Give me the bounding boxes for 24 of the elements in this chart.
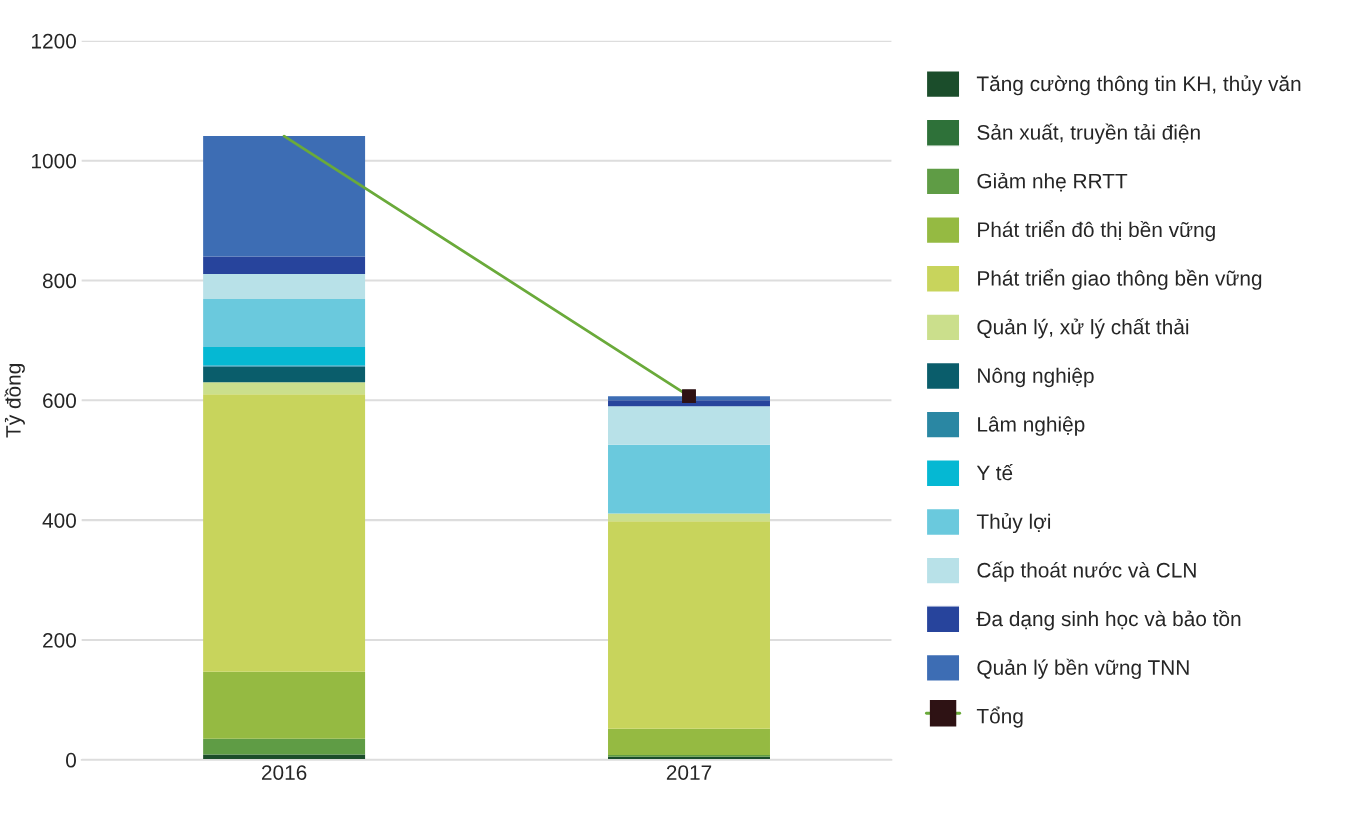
x-tick-label: 2017	[666, 765, 712, 780]
legend-label: Lâm nghiệp	[978, 416, 1085, 436]
legend-label: Sản xuất, truyền tải điện	[977, 123, 1200, 144]
y-tick-label: 1000	[32, 153, 76, 169]
y-tick-label: 0	[66, 752, 76, 768]
legend-label: Quản lý, xử lý chất thải	[977, 318, 1189, 339]
legend-label: Nông nghiệp	[978, 367, 1094, 388]
legend-label: Đa dạng sinh học và bảo tồn	[976, 610, 1241, 631]
legend-label: Quản lý bền vững TNN	[977, 658, 1189, 680]
y-tick-label: 1200	[32, 33, 76, 49]
y-tick-label: 800	[42, 273, 76, 289]
legend-label: Phát triển giao thông bền vững	[978, 268, 1262, 290]
legend-label: Giảm nhẹ RRTT	[977, 172, 1128, 192]
y-axis-title: Tỷ đồng	[4, 364, 25, 438]
legend-label: Y tế	[976, 464, 1013, 481]
legend-label: Tăng cường thông tin KH, thủy văn	[976, 75, 1301, 96]
legend-label: Cấp thoát nước và CLN	[977, 561, 1196, 582]
y-tick-label: 200	[43, 632, 76, 648]
legend-label: Tổng	[976, 706, 1023, 728]
legend-label: Thủy lợi	[976, 513, 1051, 534]
y-tick-label: 400	[42, 513, 76, 528]
legend-label: Phát triển đô thị bền vững	[978, 220, 1215, 242]
y-tick-label: 600	[43, 393, 76, 409]
x-tick-label: 2016	[261, 765, 307, 780]
